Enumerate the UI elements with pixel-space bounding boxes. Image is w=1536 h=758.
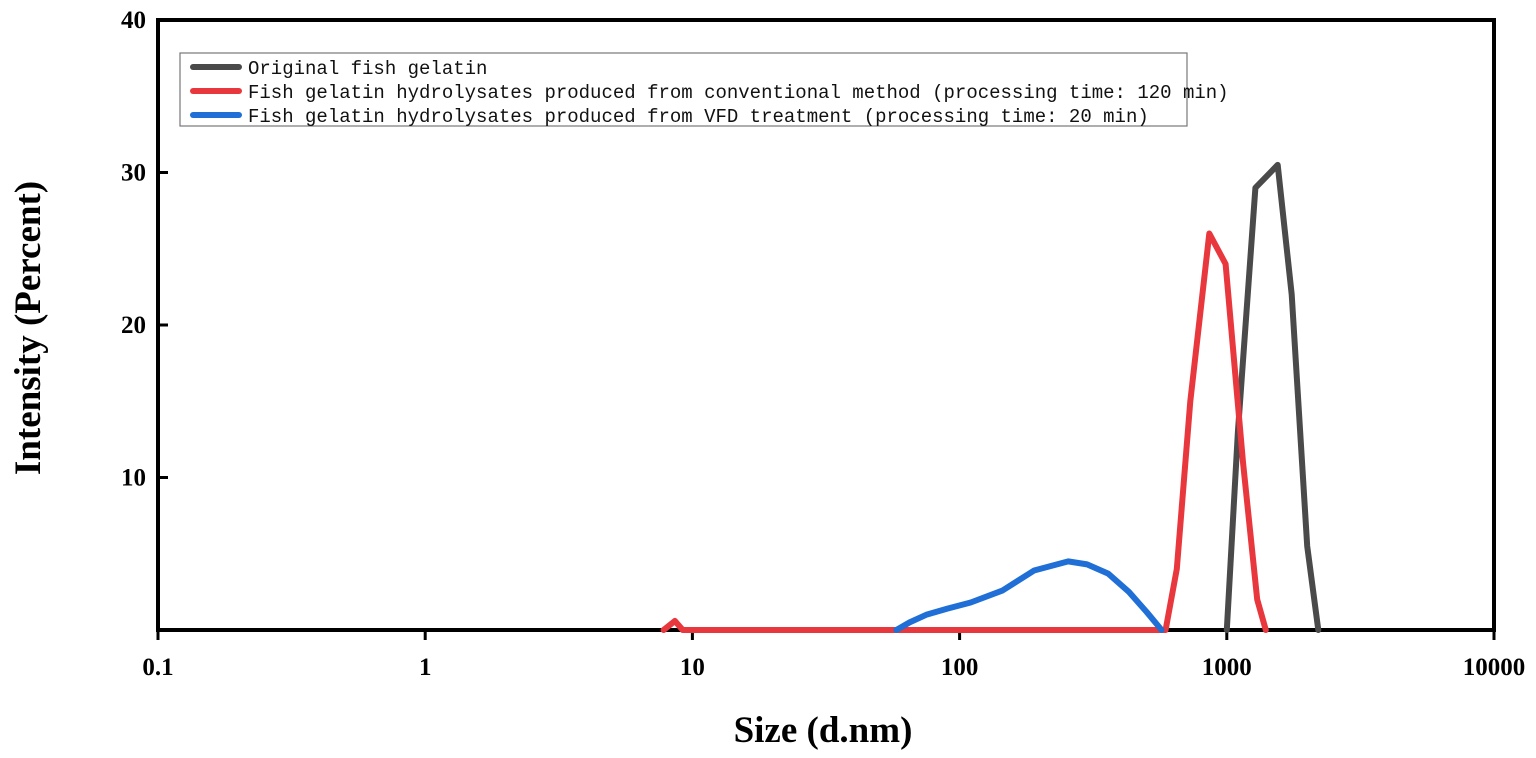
y-axis-title: Intensity (Percent) <box>8 181 49 475</box>
x-tick-label: 1 <box>419 654 432 681</box>
y-tick-label: 40 <box>121 7 146 34</box>
x-axis-ticks: 0.1 1 10 100 1000 10000 <box>142 630 1525 681</box>
x-tick-label: 0.1 <box>142 654 173 681</box>
y-tick-label: 10 <box>121 465 146 492</box>
series-layer <box>660 161 1322 633</box>
y-tick-label: 30 <box>121 160 146 187</box>
legend-label: Fish gelatin hydrolysates produced from … <box>248 106 1149 128</box>
y-axis-ticks: 10 20 30 40 <box>121 7 168 492</box>
series-line-3 <box>893 558 1165 633</box>
legend-box <box>179 52 1188 127</box>
legend-label: Fish gelatin hydrolysates produced from … <box>248 82 1229 104</box>
x-tick-label: 100 <box>941 654 979 681</box>
y-tick-label: 20 <box>121 312 146 339</box>
x-axis-title: Size (d.nm) <box>734 710 913 751</box>
x-tick-label: 10000 <box>1463 654 1526 681</box>
legend-label: Original fish gelatin <box>248 58 487 80</box>
x-tick-label: 1000 <box>1202 654 1252 681</box>
series-line-2 <box>660 230 1269 633</box>
x-tick-label: 10 <box>680 654 705 681</box>
